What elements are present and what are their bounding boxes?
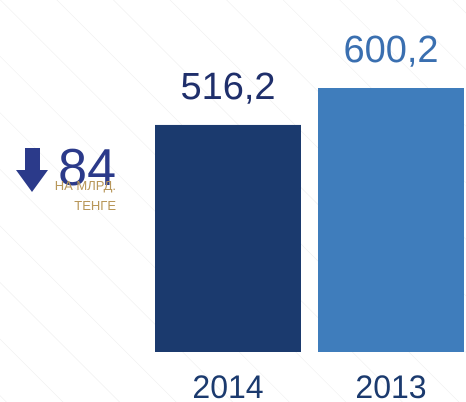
down-arrow [16, 148, 48, 192]
bar [318, 88, 464, 352]
category-label: 2013 [355, 369, 426, 402]
change-unit: НА МЛРД. [55, 178, 116, 193]
value-label: 516,2 [180, 66, 275, 108]
value-label: 600,2 [343, 29, 438, 71]
change-value: 84 [58, 139, 116, 197]
change-unit: ТЕНГЕ [74, 198, 116, 213]
bar [155, 124, 301, 352]
category-label: 2014 [192, 369, 263, 402]
